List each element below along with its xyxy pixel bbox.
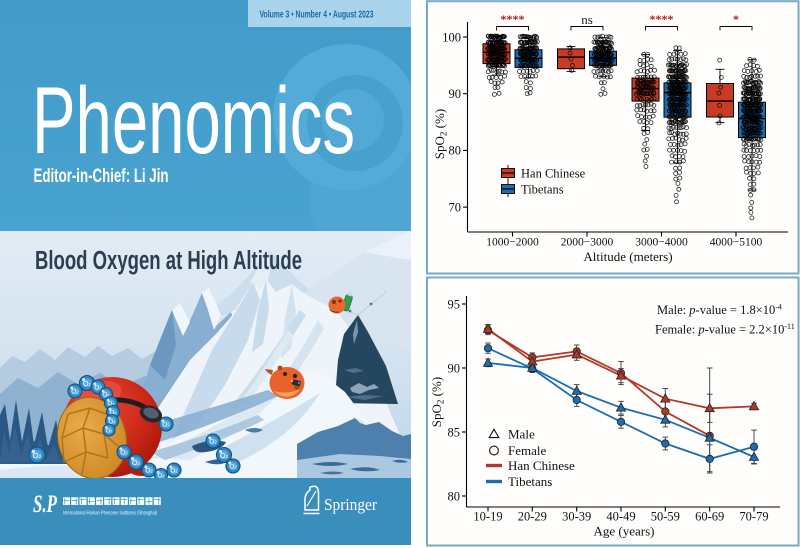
svg-text:Editor-in-Chief: Li Jin: Editor-in-Chief: Li Jin [34, 166, 169, 187]
svg-text:Tibetans: Tibetans [508, 474, 552, 489]
svg-text:70: 70 [449, 200, 462, 214]
svg-text:Phenomics: Phenomics [32, 68, 355, 174]
svg-text:Blood Oxygen at High Altitude: Blood Oxygen at High Altitude [35, 247, 302, 275]
svg-text:Male: Male [508, 427, 535, 442]
svg-text:40-49: 40-49 [606, 510, 635, 524]
svg-text:70-79: 70-79 [739, 510, 768, 524]
svg-text:ns: ns [581, 12, 593, 27]
svg-text:International Human Phenome In: International Human Phenome Institutes (… [63, 511, 157, 517]
svg-text:O2: O2 [132, 459, 141, 467]
svg-text:O2: O2 [108, 401, 115, 408]
svg-text:O2: O2 [120, 450, 128, 457]
svg-text:50-59: 50-59 [651, 510, 680, 524]
svg-text:3000−4000: 3000−4000 [635, 237, 688, 249]
svg-text:O2: O2 [170, 468, 178, 475]
svg-text:Male: p-value = 1.8×10-4: Male: p-value = 1.8×10-4 [657, 303, 782, 318]
svg-text:Tibetans: Tibetans [521, 183, 564, 197]
svg-text:SpO2 (%): SpO2 (%) [432, 109, 449, 159]
svg-text:Age (years): Age (years) [594, 524, 655, 539]
svg-text:Altitude (meters): Altitude (meters) [583, 249, 672, 264]
svg-text:2000−3000: 2000−3000 [561, 237, 614, 249]
svg-text:****: **** [501, 12, 525, 26]
svg-text:SpO2 (%): SpO2 (%) [429, 377, 446, 427]
svg-text:O2: O2 [229, 464, 237, 471]
svg-text:30-39: 30-39 [562, 510, 591, 524]
svg-text:****: **** [650, 12, 674, 26]
svg-text:O2: O2 [94, 385, 102, 392]
svg-text:60-69: 60-69 [695, 510, 724, 524]
svg-text:Volume 3 • Number 4 • August 2: Volume 3 • Number 4 • August 2023 [260, 9, 374, 21]
svg-text:O2: O2 [33, 451, 42, 460]
svg-text:O2: O2 [162, 422, 170, 429]
svg-text:O2: O2 [220, 452, 229, 460]
svg-text:Female: Female [508, 443, 546, 458]
svg-text:O2: O2 [110, 410, 117, 417]
svg-text:85: 85 [448, 425, 461, 439]
svg-text:*: * [733, 12, 739, 26]
svg-text:10-19: 10-19 [473, 510, 502, 524]
svg-text:20-29: 20-29 [518, 510, 547, 524]
svg-text:80: 80 [449, 144, 462, 158]
svg-text:O2: O2 [145, 468, 153, 475]
svg-text:90: 90 [449, 87, 462, 101]
svg-text:4000−5100: 4000−5100 [710, 237, 763, 249]
svg-text:O2: O2 [109, 419, 116, 426]
svg-text:O2: O2 [71, 389, 79, 396]
svg-text:S.P: S.P [33, 491, 57, 518]
svg-text:Springer: Springer [324, 495, 377, 514]
svg-text:Han Chinese: Han Chinese [521, 167, 586, 181]
svg-text:O2: O2 [103, 392, 110, 399]
svg-text:O2: O2 [83, 380, 92, 388]
svg-text:Female: p-value = 2.2×10-11: Female: p-value = 2.2×10-11 [655, 322, 795, 337]
svg-text:100: 100 [442, 30, 461, 44]
svg-text:Han Chinese: Han Chinese [508, 458, 575, 473]
svg-text:O2: O2 [106, 428, 112, 434]
svg-text:O2: O2 [209, 439, 217, 446]
svg-text:O2: O2 [158, 473, 165, 480]
svg-text:95: 95 [448, 297, 461, 311]
svg-text:1000−2000: 1000−2000 [486, 237, 539, 249]
svg-text:90: 90 [448, 361, 461, 375]
svg-text:80: 80 [448, 489, 461, 503]
